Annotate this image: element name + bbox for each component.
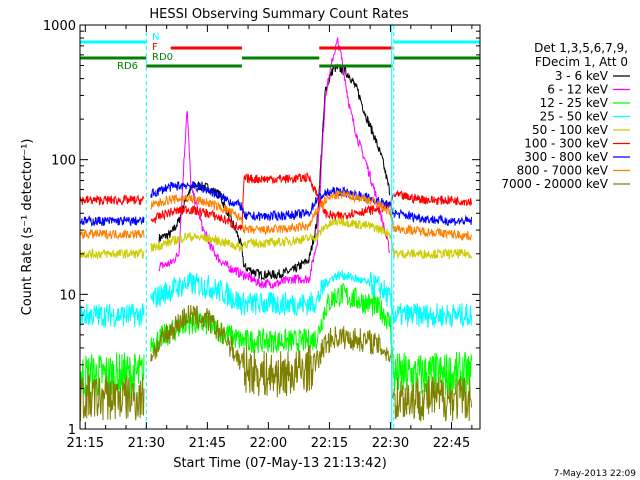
y-tick-label: 100 xyxy=(51,154,76,169)
legend-label: 50 - 100 keV xyxy=(532,123,609,137)
legend-label: 7000 - 20000 keV xyxy=(501,177,608,191)
plot-frame xyxy=(79,24,481,430)
x-tick-label: 22:15 xyxy=(311,436,348,451)
legend-header-line: Det 1,3,5,6,7,9, xyxy=(534,41,628,55)
series-line-5 xyxy=(80,216,473,260)
series-line-9 xyxy=(80,304,473,422)
x-tick-label: 22:45 xyxy=(433,436,470,451)
flag-label-f: F xyxy=(152,42,158,53)
x-tick-label: 22:00 xyxy=(250,436,287,451)
series-line-6 xyxy=(80,171,473,232)
series-line-4 xyxy=(80,270,473,329)
plot-layer xyxy=(80,25,480,429)
y-axis-label: Count Rate (s⁻¹ detector⁻¹) xyxy=(20,139,35,316)
legend-header-line: FDecim 1, Att 0 xyxy=(535,55,628,69)
legend-label: 300 - 800 keV xyxy=(524,150,608,164)
legend-label: 800 - 7000 keV xyxy=(517,164,609,178)
legend-label: 12 - 25 keV xyxy=(540,96,609,110)
y-tick-label: 1 xyxy=(68,423,76,438)
y-tick-label: 1000 xyxy=(43,19,76,34)
x-axis-label: Start Time (07-May-13 21:13:42) xyxy=(173,456,387,471)
legend-label: 6 - 12 keV xyxy=(547,83,609,97)
series-line-8 xyxy=(80,190,473,242)
x-tick-label: 21:45 xyxy=(189,436,226,451)
legend-label: 100 - 300 keV xyxy=(524,137,608,151)
x-tick-label: 22:30 xyxy=(372,436,409,451)
flag-label-n: N xyxy=(152,32,159,43)
legend-label: 25 - 50 keV xyxy=(540,110,609,124)
series-line-1 xyxy=(158,63,391,281)
x-tick-label: 21:15 xyxy=(67,436,104,451)
flag-label-rd6: RD6 xyxy=(117,61,138,72)
chart-title: HESSI Observing Summary Count Rates xyxy=(149,7,408,22)
legend: Det 1,3,5,6,7,9,FDecim 1, Att 03 - 6 keV… xyxy=(501,41,630,191)
x-tick-label: 21:30 xyxy=(128,436,165,451)
flag-label-rd0: RD0 xyxy=(152,52,173,63)
y-tick-label: 10 xyxy=(59,288,76,303)
legend-label: 3 - 6 keV xyxy=(555,69,609,83)
timestamp: 7-May-2013 22:09 xyxy=(554,469,637,479)
series-line-7 xyxy=(80,181,473,228)
